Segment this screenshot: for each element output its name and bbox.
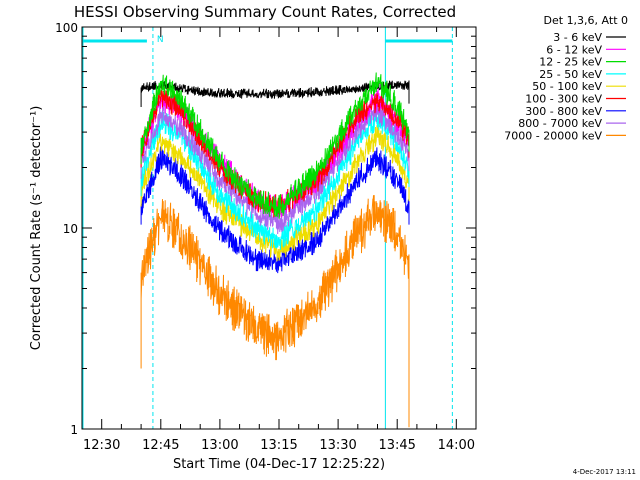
legend-label: 3 - 6 keV <box>553 31 602 44</box>
legend-label: 300 - 800 keV <box>525 105 602 118</box>
legend-label: 100 - 300 keV <box>525 93 602 106</box>
x-tick-label: 12:45 <box>142 438 179 453</box>
legend-label: 50 - 100 keV <box>532 80 602 93</box>
series-lines <box>140 72 410 428</box>
night-label: N <box>157 35 164 45</box>
legend-title: Det 1,3,6, Att 0 <box>544 14 628 27</box>
x-tick-label: 12:30 <box>83 438 120 453</box>
y-tick-label: 1 <box>70 423 78 437</box>
y-tick-label: 100 <box>55 21 78 35</box>
x-tick-label: 13:30 <box>319 438 356 453</box>
y-tick-label: 10 <box>63 222 78 236</box>
x-tick-label: 13:15 <box>260 438 297 453</box>
legend-label: 7000 - 20000 keV <box>504 129 602 142</box>
y-axis-ticks: 1 10 100 <box>55 21 476 437</box>
x-tick-label: 13:45 <box>378 438 415 453</box>
series-line-2 <box>140 72 410 219</box>
x-axis-ticks: 12:30 12:45 13:00 13:15 13:30 13:45 14:00 <box>81 27 477 453</box>
x-tick-label: 14:00 <box>438 438 475 453</box>
series-line-8 <box>140 195 410 428</box>
x-axis-label: Start Time (04-Dec-17 12:25:22) <box>173 457 385 472</box>
chart-title: HESSI Observing Summary Count Rates, Cor… <box>74 3 456 21</box>
legend-label: 800 - 7000 keV <box>518 117 602 130</box>
legend-label: 25 - 50 keV <box>539 68 602 81</box>
legend-label: 6 - 12 keV <box>546 43 602 56</box>
plot-frame <box>81 26 477 430</box>
y-axis-label: Corrected Count Rate (s⁻¹ detector⁻¹) <box>29 106 44 351</box>
legend-label: 12 - 25 keV <box>539 56 602 69</box>
footer-timestamp: 4-Dec-2017 13:11 <box>573 468 636 476</box>
series-line-0 <box>140 80 410 107</box>
x-tick-label: 13:00 <box>201 438 238 453</box>
series-line-6 <box>140 146 410 274</box>
